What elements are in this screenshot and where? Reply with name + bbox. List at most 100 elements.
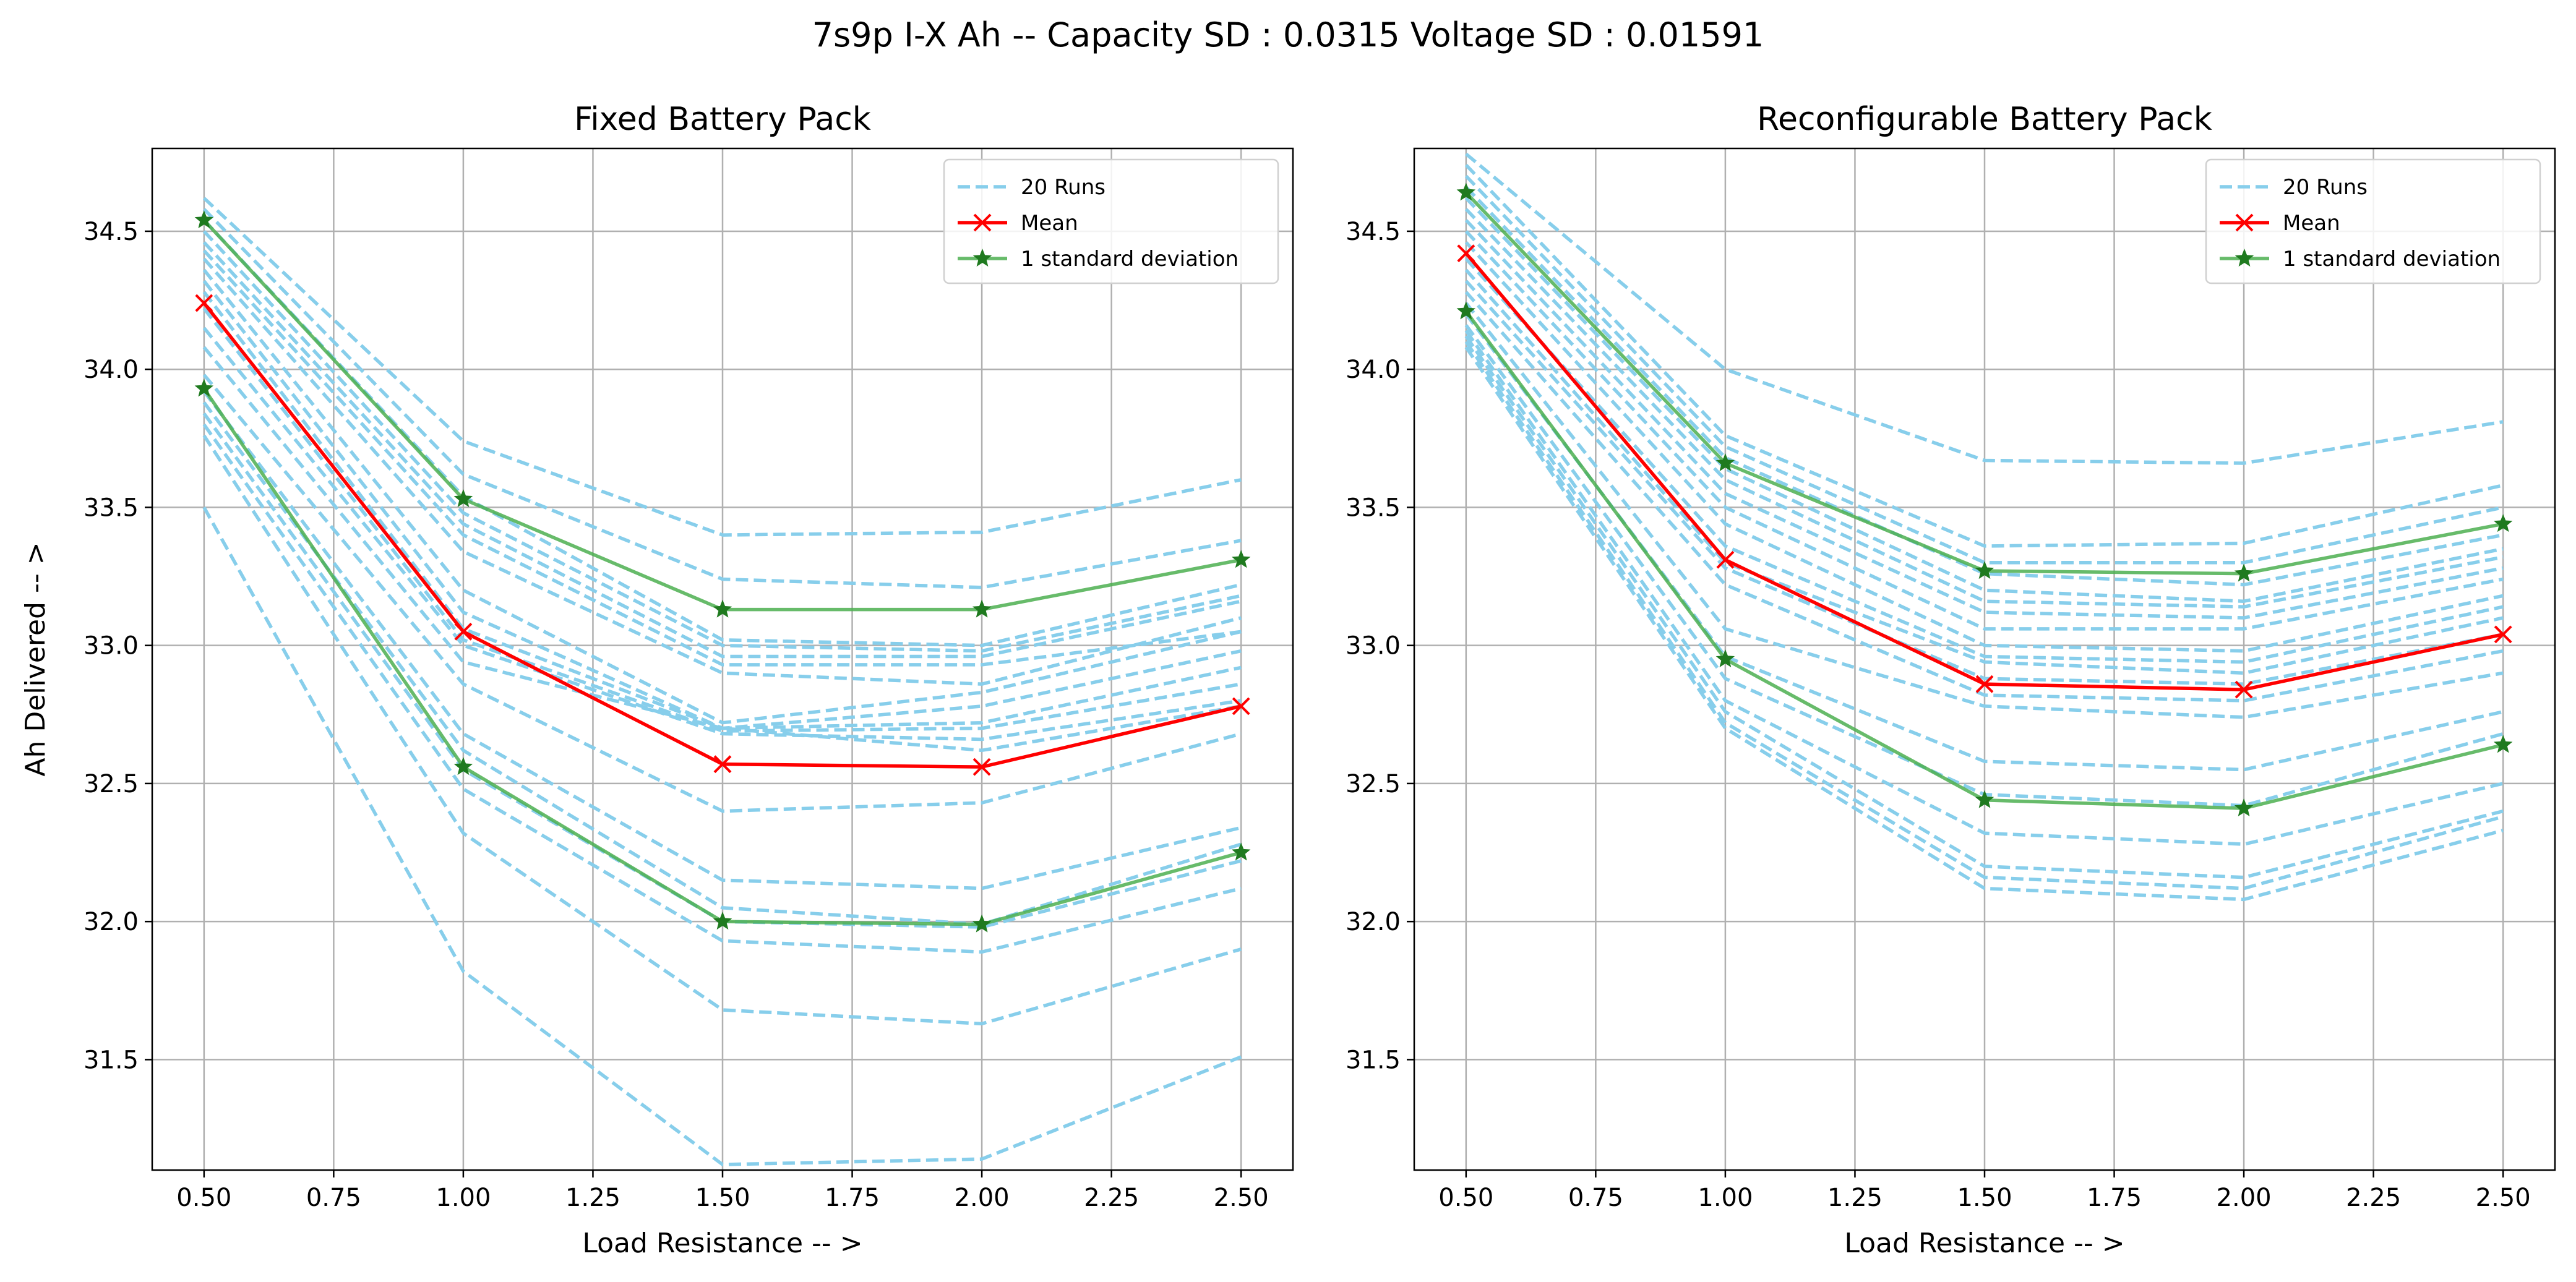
run-line-2 bbox=[202, 208, 1242, 589]
sd-upper-marker-0 bbox=[1456, 182, 1476, 201]
sd-upper-marker-4 bbox=[1231, 550, 1251, 568]
grid bbox=[152, 148, 1293, 1170]
run-line-15 bbox=[1464, 313, 2504, 772]
chart-title: Reconfigurable Battery Pack bbox=[1757, 101, 2212, 138]
x-tick-label: 2.50 bbox=[1214, 1184, 1269, 1212]
legend-label: 1 standard deviation bbox=[1021, 247, 1239, 271]
plot-area bbox=[1456, 152, 2513, 902]
x-axis-label: Load Resistance -- > bbox=[582, 1228, 862, 1259]
legend-label: 1 standard deviation bbox=[2283, 247, 2501, 271]
run-line-16 bbox=[202, 401, 1242, 926]
mean-marker-4 bbox=[1232, 697, 1250, 716]
run-line-5 bbox=[1464, 197, 2504, 603]
x-tick-label: 2.50 bbox=[2476, 1184, 2531, 1212]
mean-marker-1 bbox=[454, 622, 473, 641]
x-tick-label: 0.75 bbox=[1568, 1184, 1623, 1212]
sd-lower-marker-3 bbox=[2234, 798, 2254, 817]
legend-marker-mean bbox=[2235, 213, 2254, 232]
mean-marker-2 bbox=[713, 755, 732, 774]
run-line-7 bbox=[202, 257, 1242, 686]
chart-title: Fixed Battery Pack bbox=[574, 101, 871, 138]
run-line-19 bbox=[202, 434, 1242, 1026]
y-tick-label: 32.0 bbox=[84, 908, 139, 936]
mean-marker-3 bbox=[2235, 680, 2253, 699]
legend-marker-sd bbox=[972, 249, 992, 267]
y-tick-label: 32.0 bbox=[1346, 908, 1401, 936]
x-tick-label: 2.25 bbox=[2346, 1184, 2401, 1212]
run-line-14 bbox=[1464, 302, 2504, 719]
x-tick-label: 2.00 bbox=[2217, 1184, 2272, 1212]
x-tick-label: 1.00 bbox=[436, 1184, 491, 1212]
run-line-4 bbox=[202, 230, 1242, 653]
sd-lower-marker-0 bbox=[194, 378, 214, 397]
legend-label: Mean bbox=[1021, 211, 1078, 236]
x-tick-label: 1.25 bbox=[1827, 1184, 1883, 1212]
run-line-2 bbox=[1464, 163, 2504, 548]
x-tick-label: 0.50 bbox=[1438, 1184, 1493, 1212]
x-tick-label: 0.75 bbox=[306, 1184, 361, 1212]
run-line-5 bbox=[202, 241, 1242, 659]
chart-panel-reconfigurable: 0.50 0.75 1.00 1.25 1.50 1.75 2.00 2.25 2.50 31.5… bbox=[1346, 101, 2556, 1259]
legend-box bbox=[2205, 158, 2541, 284]
run-line-8 bbox=[202, 268, 1242, 725]
x-tick-label: 1.75 bbox=[2087, 1184, 2142, 1212]
legend: 20 Runs Mean 1 standard deviation bbox=[2205, 158, 2541, 284]
sd-upper-marker-2 bbox=[1975, 561, 1994, 579]
run-line-11 bbox=[1464, 268, 2504, 675]
y-tick-label: 34.0 bbox=[1346, 356, 1401, 384]
legend-box bbox=[943, 158, 1279, 284]
run-line-19 bbox=[1464, 340, 2504, 891]
y-tick-label: 33.5 bbox=[84, 494, 139, 522]
mean-marker-0 bbox=[1457, 244, 1475, 263]
sd-upper-marker-1 bbox=[1715, 453, 1735, 471]
y-tick-label: 33.5 bbox=[1346, 494, 1401, 522]
sd-lower-marker-1 bbox=[1715, 649, 1735, 667]
x-tick-label: 0.50 bbox=[176, 1184, 231, 1212]
y-tick-label: 33.0 bbox=[1346, 632, 1401, 660]
run-line-14 bbox=[202, 374, 1242, 813]
sd-upper-marker-4 bbox=[2493, 514, 2513, 532]
legend-marker-sd bbox=[2235, 249, 2254, 267]
legend-label: 20 Runs bbox=[1021, 175, 1106, 200]
sd-upper-marker-0 bbox=[194, 210, 214, 229]
run-line-3 bbox=[1464, 174, 2504, 565]
sd-upper-marker-2 bbox=[713, 599, 732, 618]
run-line-13 bbox=[202, 346, 1242, 753]
x-tick-label: 2.00 bbox=[955, 1184, 1010, 1212]
sd-upper-marker-3 bbox=[972, 599, 992, 618]
sd-lower-marker-3 bbox=[972, 914, 992, 933]
y-tick-label: 31.5 bbox=[84, 1046, 139, 1074]
x-tick-label: 1.00 bbox=[1698, 1184, 1753, 1212]
y-axis-label: Ah Delivered -- > bbox=[20, 542, 51, 776]
run-line-20 bbox=[202, 506, 1242, 1166]
run-line-15 bbox=[202, 390, 1242, 891]
run-line-17 bbox=[1464, 330, 2504, 846]
mean-marker-0 bbox=[195, 294, 213, 312]
legend-label: 20 Runs bbox=[2283, 175, 2368, 200]
mean-marker-1 bbox=[1716, 550, 1735, 569]
run-line-4 bbox=[1464, 186, 2504, 587]
sd-upper-marker-3 bbox=[2234, 563, 2254, 582]
x-tick-label: 1.75 bbox=[825, 1184, 880, 1212]
x-tick-label: 1.50 bbox=[695, 1184, 750, 1212]
y-tick-label: 32.5 bbox=[1346, 770, 1401, 798]
run-line-12 bbox=[1464, 280, 2504, 686]
x-tick-label: 1.50 bbox=[1957, 1184, 2012, 1212]
mean-marker-2 bbox=[1975, 675, 1994, 693]
sd-lower-marker-1 bbox=[453, 757, 473, 776]
mean-marker-3 bbox=[972, 758, 991, 776]
sd-lower-marker-4 bbox=[2493, 735, 2513, 753]
run-line-1 bbox=[1465, 152, 2504, 465]
x-axis-label: Load Resistance -- > bbox=[1844, 1228, 2124, 1259]
sd-lower-marker-0 bbox=[1456, 301, 1476, 320]
run-line-12 bbox=[202, 327, 1242, 741]
mean-marker-4 bbox=[2494, 625, 2512, 644]
y-tick-label: 32.5 bbox=[84, 770, 139, 798]
y-tick-label: 33.0 bbox=[84, 632, 139, 660]
sd-upper-marker-1 bbox=[453, 489, 473, 507]
run-line-18 bbox=[202, 423, 1242, 954]
run-line-6 bbox=[1464, 208, 2504, 609]
run-line-10 bbox=[1464, 257, 2504, 664]
sd-lower-marker-2 bbox=[1975, 790, 1994, 808]
run-line-8 bbox=[1464, 230, 2504, 631]
